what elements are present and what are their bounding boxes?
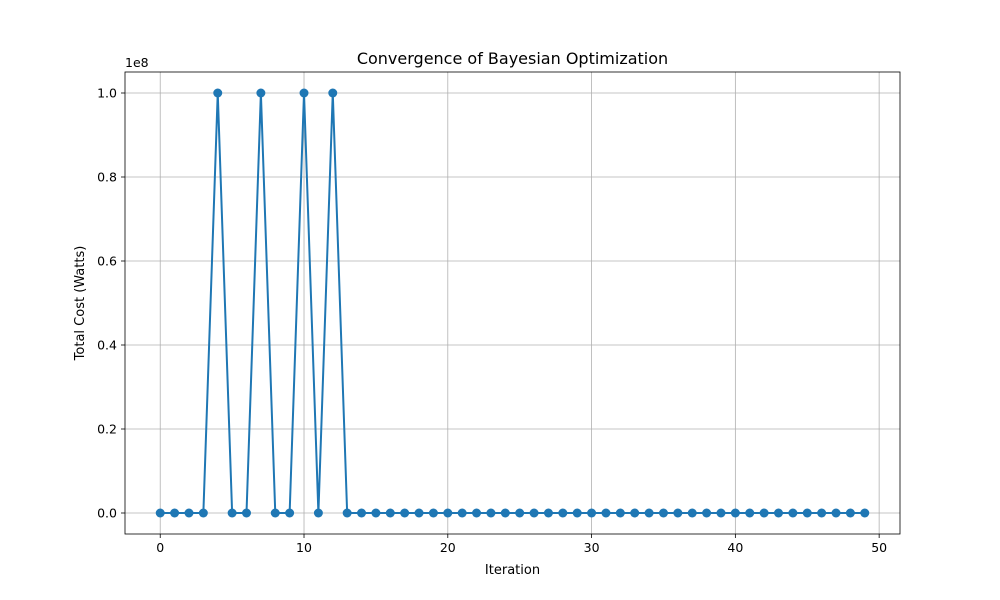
data-point [515,508,525,518]
data-point [730,508,740,518]
data-point [256,88,266,98]
data-point [716,508,726,518]
data-point [658,508,668,518]
data-point [328,88,338,98]
data-point [414,508,424,518]
data-point [572,508,582,518]
data-point [500,508,510,518]
data-point [644,508,654,518]
data-point [299,88,309,98]
data-point [400,508,410,518]
series-line [160,92,865,514]
data-point [227,508,237,518]
data-point [371,508,381,518]
data-point [357,508,367,518]
grid [125,72,900,534]
x-tick-label: 40 [727,540,743,555]
data-point [285,508,295,518]
x-tick-label: 0 [156,540,164,555]
data-point [472,508,482,518]
y-tick-label: 0.2 [97,422,117,437]
y-tick-label: 0.6 [97,254,117,269]
data-point [529,508,539,518]
data-point [213,88,223,98]
x-tick-label: 10 [296,540,312,555]
data-point [601,508,611,518]
data-point [860,508,870,518]
y-axis-label: Total Cost (Watts) [73,246,88,362]
data-point [687,508,697,518]
plot-frame [124,71,901,535]
data-point [170,508,180,518]
data-point [774,508,784,518]
data-point [788,508,798,518]
data-point [241,508,251,518]
data-point [457,508,467,518]
series [155,88,870,518]
data-point [759,508,769,518]
data-point [543,508,553,518]
data-point [673,508,683,518]
data-point [745,508,755,518]
data-point [702,508,712,518]
data-point [558,508,568,518]
data-point [845,508,855,518]
x-tick-label: 50 [871,540,887,555]
y-tick-label: 0.4 [97,338,117,353]
x-tick-label: 30 [584,540,600,555]
data-point [313,508,323,518]
data-point [428,508,438,518]
y-offset-label: 1e8 [125,55,149,70]
data-point [443,508,453,518]
data-point [385,508,395,518]
data-point [270,508,280,518]
x-tick-label: 20 [440,540,456,555]
data-point [486,508,496,518]
data-point [817,508,827,518]
data-point [198,508,208,518]
x-axis: 0 10 20 30 40 50 [156,534,887,555]
y-tick-label: 0.0 [97,506,117,521]
data-point [342,508,352,518]
y-axis: 0.0 0.2 0.4 0.6 0.8 1.0 [97,86,125,521]
y-tick-label: 0.8 [97,170,117,185]
data-point [587,508,597,518]
data-point [155,508,165,518]
chart-title: Convergence of Bayesian Optimization [357,49,668,68]
data-point [802,508,812,518]
x-axis-label: Iteration [485,563,540,578]
y-tick-label: 1.0 [97,86,117,101]
data-point [615,508,625,518]
data-point [630,508,640,518]
data-point [831,508,841,518]
data-point [184,508,194,518]
